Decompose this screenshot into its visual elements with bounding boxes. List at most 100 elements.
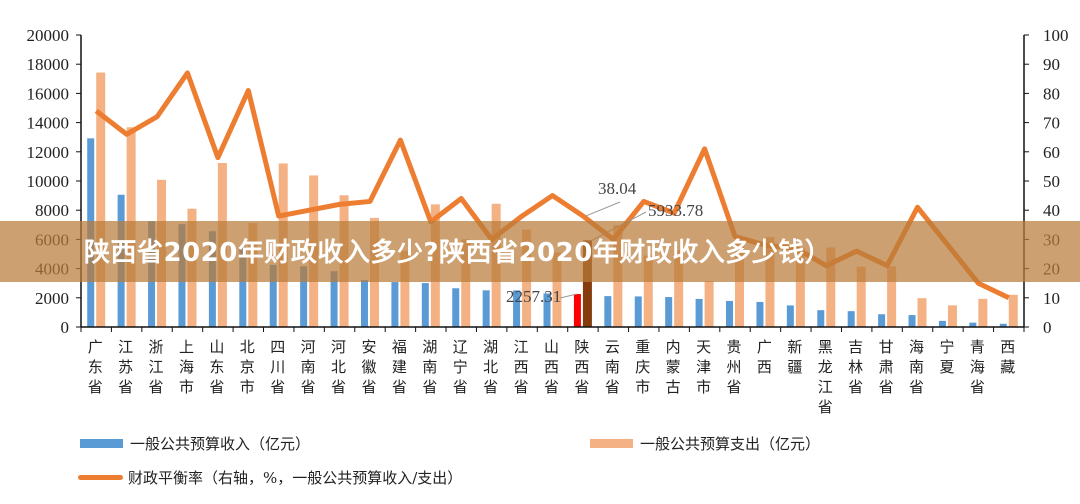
income-bar <box>695 298 703 327</box>
x-tick-label: 江西省 <box>514 338 529 396</box>
x-tick-label: 西藏 <box>1000 338 1015 376</box>
expenditure-bar <box>978 298 988 327</box>
x-tick-label: 新疆 <box>787 338 802 376</box>
x-tick-label: 河北省 <box>331 338 346 396</box>
x-tick-label: 广东省 <box>88 338 103 396</box>
x-tick-label: 吉林省 <box>848 338 863 396</box>
expenditure-bar <box>582 240 592 327</box>
income-bar <box>847 311 855 327</box>
expenditure-bar <box>552 252 562 327</box>
income-bar <box>726 300 734 327</box>
legend-label-expenditure: 一般公共预算支出（亿元） <box>640 435 821 453</box>
left-tick-label: 10000 <box>27 172 70 191</box>
x-tick-label: 宁夏 <box>939 338 954 376</box>
expenditure-bar <box>461 239 471 327</box>
income-bar <box>300 266 308 327</box>
left-tick-label: 14000 <box>27 114 70 133</box>
x-tick-label: 青海省 <box>970 338 985 396</box>
x-tick-label: 广西 <box>757 338 772 376</box>
x-tick-label: 辽宁省 <box>453 338 468 396</box>
legend-label-income: 一般公共预算收入（亿元） <box>130 435 311 453</box>
x-tick-label: 云南省 <box>605 338 620 396</box>
x-tick-label: 湖南省 <box>422 338 437 396</box>
expenditure-bar <box>674 250 684 327</box>
right-tick-label: 60 <box>1043 143 1060 162</box>
left-tick-label: 8000 <box>35 201 69 220</box>
income-bar <box>452 288 460 327</box>
ratio-annotation-leader <box>585 201 621 217</box>
income-bar <box>269 264 277 327</box>
legend-label-ratio: 财政平衡率（右轴，%，一般公共预算收入/支出） <box>128 469 463 487</box>
right-tick-label: 10 <box>1043 289 1060 308</box>
income-bar <box>573 294 581 327</box>
x-tick-label: 山西省 <box>544 338 559 396</box>
expenditure-bar <box>856 266 866 327</box>
expenditure-bar <box>826 247 836 327</box>
expenditure-bar <box>765 237 775 327</box>
x-tick-label: 福建省 <box>392 338 407 396</box>
income-bar <box>360 280 368 327</box>
left-tick-label: 20000 <box>27 26 70 45</box>
x-tick-label: 天津市 <box>696 338 711 396</box>
left-tick-label: 18000 <box>27 55 70 74</box>
left-tick-label: 16000 <box>27 84 70 103</box>
x-tick-label: 贵州省 <box>727 338 742 396</box>
income-bar <box>239 246 247 327</box>
right-tick-label: 80 <box>1043 84 1060 103</box>
legend-item-ratio: 财政平衡率（右轴，%，一般公共预算收入/支出） <box>78 467 462 488</box>
x-tick-label: 上海市 <box>179 338 194 396</box>
expenditure-bar <box>96 72 106 327</box>
right-tick-label: 50 <box>1043 172 1060 191</box>
income-bar <box>330 271 338 327</box>
legend-item-expenditure: 一般公共预算支出（亿元） <box>590 433 820 454</box>
right-tick-label: 40 <box>1043 201 1060 220</box>
legend-swatch-income <box>80 439 123 448</box>
income-bar <box>878 314 886 327</box>
income-bar <box>786 305 794 327</box>
income-bar <box>391 282 399 327</box>
right-tick-label: 0 <box>1043 318 1052 337</box>
right-tick-label: 100 <box>1043 26 1069 45</box>
x-tick-label: 安徽省 <box>361 338 376 396</box>
x-tick-label: 黑龙江省 <box>818 338 833 416</box>
expenditure-bar <box>947 305 957 327</box>
expenditure-bar <box>643 255 653 327</box>
income-bar <box>908 315 916 327</box>
x-tick-label: 内蒙古 <box>666 338 681 396</box>
banner-title: 陕西省2020年财政收入多少?陕西省2020年财政收入多少钱） <box>84 238 832 268</box>
expenditure-bar <box>400 250 410 327</box>
ratio-annotation: 38.04 <box>598 179 637 198</box>
x-tick-label: 山东省 <box>209 338 224 396</box>
expenditure-bar <box>735 243 745 327</box>
x-tick-label: 浙江省 <box>149 338 164 396</box>
income-bar <box>513 290 521 327</box>
expenditure-bar <box>795 248 805 327</box>
expenditure-bar <box>704 280 714 327</box>
expenditure-bar <box>917 298 927 327</box>
income-bar <box>756 301 764 327</box>
legend-swatch-ratio <box>78 475 123 480</box>
income-bar <box>543 293 551 327</box>
left-tick-label: 0 <box>61 318 70 337</box>
income-bar <box>969 322 977 327</box>
x-tick-label: 海南省 <box>909 338 924 396</box>
x-tick-label: 重庆市 <box>635 338 650 396</box>
income-bar <box>634 296 642 327</box>
income-bar <box>482 290 490 327</box>
expenditure-bar <box>887 266 897 327</box>
left-tick-label: 2000 <box>35 289 69 308</box>
right-tick-label: 90 <box>1043 55 1060 74</box>
income-annotation-leader <box>559 293 578 299</box>
x-tick-label: 甘肃省 <box>879 338 894 396</box>
expenditure-bar <box>1008 294 1018 327</box>
income-annotation: 2257.31 <box>506 287 561 306</box>
title-banner <box>0 221 1080 282</box>
x-tick-label: 陕西省 <box>574 338 589 396</box>
income-bar <box>421 283 429 327</box>
left-tick-label: 12000 <box>27 143 70 162</box>
legend-swatch-expenditure <box>590 439 633 448</box>
x-tick-label: 江苏省 <box>118 338 133 396</box>
income-bar <box>817 310 825 327</box>
income-bar <box>938 320 946 327</box>
x-tick-label: 湖北省 <box>483 338 498 396</box>
